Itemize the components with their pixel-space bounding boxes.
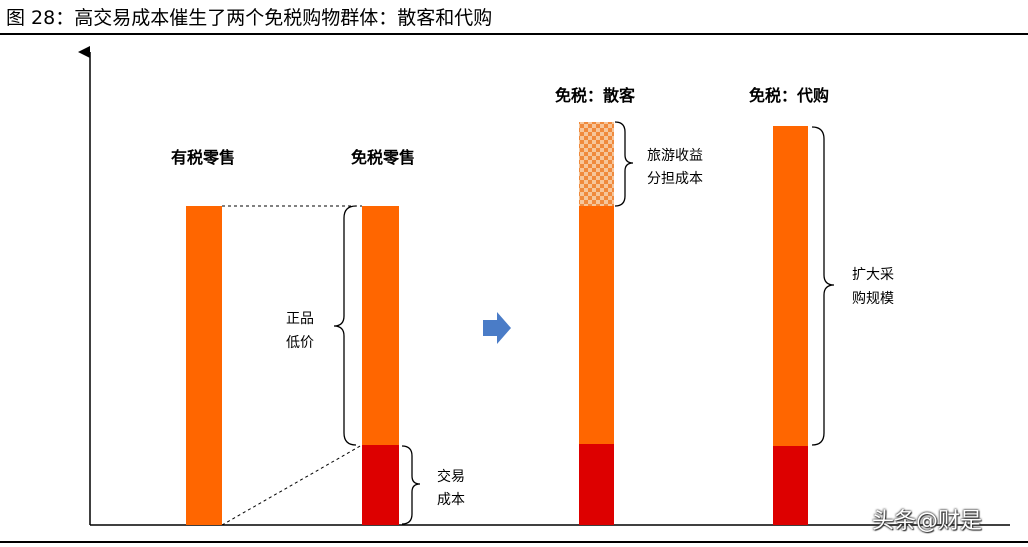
dashed-bottom-connector bbox=[221, 444, 363, 526]
label-dutyfree-daigou: 免税：代购 bbox=[749, 86, 829, 105]
bar-daigou-cost-segment bbox=[773, 446, 808, 525]
note-transaction-line2: 成本 bbox=[437, 492, 465, 508]
watermark: 头条@财是 bbox=[872, 509, 983, 534]
bar-individual-cost-segment bbox=[579, 444, 614, 525]
top-rule bbox=[0, 33, 1028, 35]
figure-title: 图 28：高交易成本催生了两个免税购物群体：散客和代购 bbox=[6, 7, 493, 29]
bar-individual-tourism-segment bbox=[579, 122, 614, 206]
label-dutyfree-individual: 免税：散客 bbox=[555, 86, 636, 105]
bracket-genuine-low-price bbox=[333, 205, 357, 446]
note-scale-line2: 购规模 bbox=[852, 291, 894, 307]
note-tourism-line1: 旅游收益 bbox=[647, 148, 703, 164]
note-genuine-line2: 低价 bbox=[286, 335, 314, 351]
bar-daigou-scale-segment bbox=[773, 126, 808, 446]
bar-individual-price-segment bbox=[579, 206, 614, 444]
label-taxed-retail: 有税零售 bbox=[171, 148, 235, 167]
note-scale-line1: 扩大采 bbox=[852, 267, 894, 283]
arrow-right-icon bbox=[483, 312, 511, 344]
bar-dutyfree-price-segment bbox=[362, 206, 399, 445]
bracket-tourism-cost-share bbox=[614, 121, 634, 207]
note-genuine-line1: 正品 bbox=[286, 311, 314, 327]
bracket-expand-scale bbox=[811, 126, 835, 446]
note-tourism-line2: 分担成本 bbox=[647, 171, 703, 187]
bottom-rule bbox=[0, 541, 1028, 543]
label-dutyfree-retail: 免税零售 bbox=[351, 148, 415, 167]
bar-dutyfree-cost-segment bbox=[362, 445, 399, 525]
note-transaction-line1: 交易 bbox=[437, 468, 465, 485]
bracket-transaction-cost bbox=[401, 445, 421, 525]
bar-taxed-retail bbox=[186, 206, 222, 525]
